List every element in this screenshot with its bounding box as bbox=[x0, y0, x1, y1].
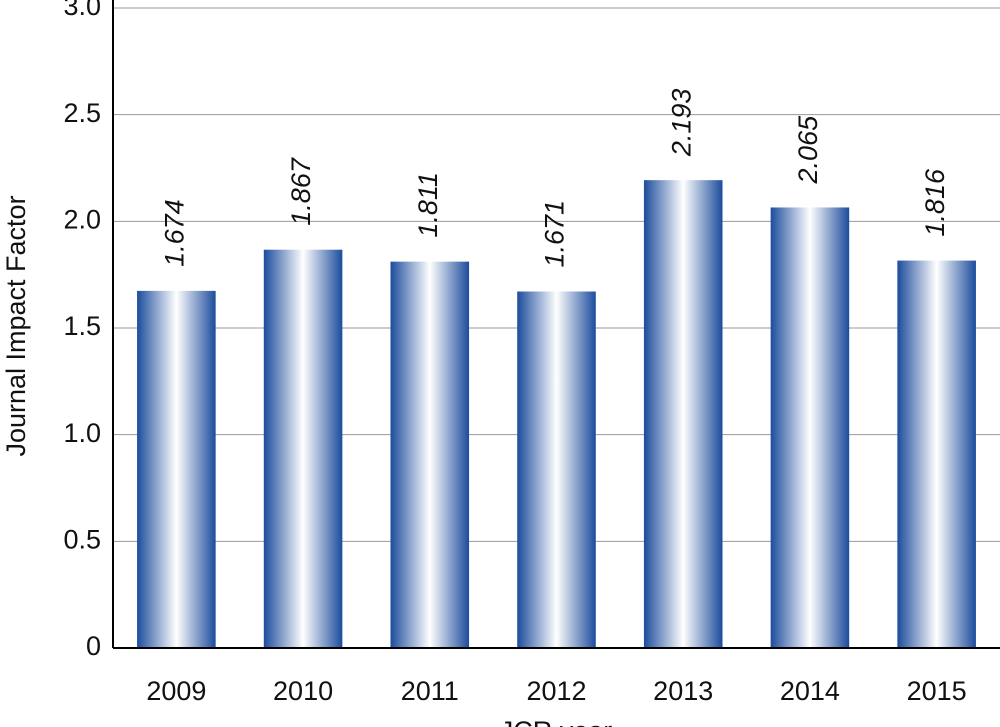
x-tick-label: 2011 bbox=[401, 676, 459, 706]
y-tick-label: 2.5 bbox=[63, 98, 101, 128]
x-axis-label: JCR year bbox=[500, 716, 613, 727]
y-tick-label: 1.0 bbox=[63, 418, 101, 448]
value-label: 1.674 bbox=[159, 199, 189, 267]
bar bbox=[390, 261, 470, 648]
value-label: 2.065 bbox=[793, 115, 823, 185]
y-tick-label: 0.5 bbox=[63, 524, 101, 554]
x-tick-label: 2012 bbox=[526, 676, 586, 706]
y-tick-label: 0 bbox=[86, 631, 101, 661]
x-tick-label: 2010 bbox=[273, 676, 333, 706]
value-label: 1.816 bbox=[920, 168, 950, 237]
value-label: 1.671 bbox=[540, 200, 570, 268]
y-tick-label: 1.5 bbox=[63, 311, 101, 341]
x-tick-label: 2009 bbox=[146, 676, 206, 706]
bar bbox=[137, 290, 216, 648]
x-tick-label: 2014 bbox=[780, 676, 840, 706]
y-axis-label: Journal Impact Factor bbox=[1, 195, 31, 456]
value-label: 2.193 bbox=[666, 89, 696, 158]
x-tick-label: 2013 bbox=[653, 676, 713, 706]
value-label: 1.867 bbox=[286, 157, 316, 226]
value-label: 1.811 bbox=[413, 172, 443, 238]
bar bbox=[517, 291, 596, 648]
bar bbox=[897, 260, 976, 648]
bar bbox=[643, 180, 723, 648]
bar bbox=[770, 207, 850, 648]
x-tick-label: 2015 bbox=[907, 676, 967, 706]
y-tick-label: 3.0 bbox=[63, 0, 101, 21]
bar bbox=[263, 249, 343, 648]
y-tick-label: 2.0 bbox=[63, 204, 101, 234]
